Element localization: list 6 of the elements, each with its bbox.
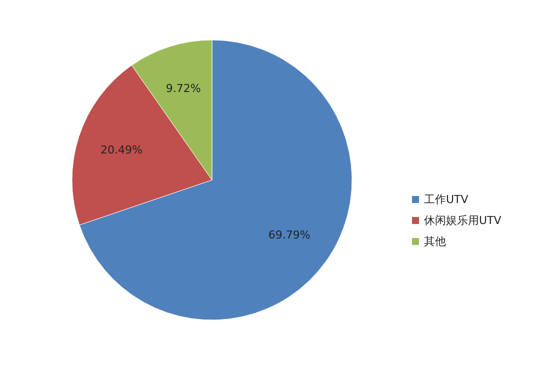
legend-label: 工作UTV (424, 193, 469, 206)
legend-label: 休闲娱乐用UTV (424, 214, 502, 228)
data-label: 69.79% (268, 228, 310, 242)
data-label: 9.72% (166, 82, 201, 96)
data-label: 20.49% (100, 143, 142, 156)
legend-label: 其他 (424, 235, 446, 248)
